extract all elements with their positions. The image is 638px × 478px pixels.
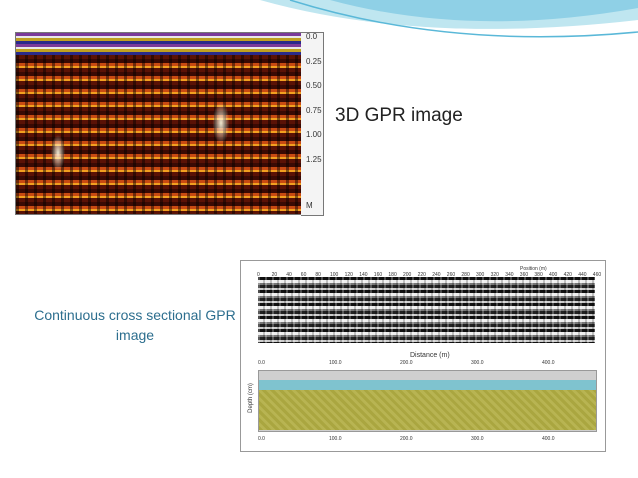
depth-label: 0.75 [306, 105, 322, 115]
position-label: 360 [519, 272, 529, 278]
depth-layer [259, 390, 596, 430]
depth-label: M [306, 201, 313, 210]
position-label: 280 [461, 272, 470, 278]
header-swoosh [260, 0, 638, 38]
depth-scale [301, 32, 324, 216]
position-label: 20 [271, 272, 278, 278]
position-label: 40 [286, 272, 292, 278]
position-label: 220 [417, 272, 426, 278]
position-label: 200 [403, 272, 412, 278]
position-label: 180 [388, 272, 397, 278]
position-label: 320 [490, 272, 499, 278]
distance-label: 200.0 [400, 360, 413, 366]
position-label: 420 [563, 272, 572, 278]
position-label: 100 [330, 272, 339, 278]
distance-label: 300.0 [471, 360, 484, 366]
depth-label: 1.00 [306, 130, 322, 139]
caption: Continuous cross sectional GPR image [34, 307, 236, 343]
distance-label: 400.0 [542, 436, 555, 442]
caption: 3D GPR image [335, 105, 463, 126]
position-label: 240 [432, 272, 441, 278]
distance-label: 400.0 [542, 360, 555, 366]
position-label: 120 [344, 272, 353, 278]
position-label: 380 [534, 272, 543, 278]
position-label: 440 [578, 272, 587, 278]
axis-title: Position (m) [520, 266, 547, 272]
depth-label: 0.0 [306, 32, 318, 41]
distance-label: 100.0 [329, 436, 342, 442]
position-label: 340 [505, 272, 514, 278]
axis-title: Distance (m) [410, 352, 450, 359]
position-label: 160 [373, 272, 383, 278]
distance-label: 200.0 [400, 436, 413, 442]
axis-title: Depth (cm) [247, 383, 254, 413]
distance-label: 100.0 [329, 360, 342, 366]
distance-label: 300.0 [471, 436, 484, 442]
position-label: 460 [592, 272, 602, 278]
depth-label: 0.50 [306, 81, 322, 90]
position-label: 140 [359, 272, 368, 278]
position-label: 0 [257, 272, 260, 278]
position-label: 300 [476, 272, 485, 278]
position-label: 260 [446, 272, 456, 278]
position-label: 60 [300, 272, 307, 278]
distance-label: 0.0 [258, 436, 265, 442]
position-label: 400 [549, 272, 558, 278]
depth-label: 1.25 [306, 154, 322, 164]
position-label: 80 [315, 272, 321, 278]
depth-layer [259, 380, 596, 392]
radargram [258, 277, 595, 343]
distance-label: 0.0 [258, 360, 265, 366]
gpr-surface-band [16, 33, 301, 55]
depth-label: 0.25 [306, 56, 322, 66]
gpr-3d-image [15, 32, 302, 215]
